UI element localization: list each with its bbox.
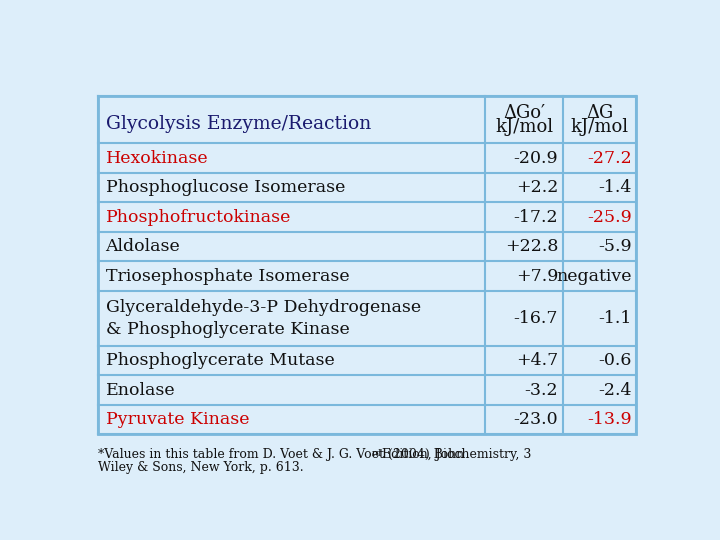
Text: *Values in this table from D. Voet & J. G. Voet (2004) Biochemistry, 3: *Values in this table from D. Voet & J. …: [98, 448, 531, 461]
Text: negative: negative: [557, 268, 631, 285]
Text: -1.4: -1.4: [598, 179, 631, 196]
Text: kJ/mol: kJ/mol: [570, 118, 629, 136]
Text: Phosphofructokinase: Phosphofructokinase: [106, 208, 291, 226]
Text: -2.4: -2.4: [598, 382, 631, 399]
Text: Pyruvate Kinase: Pyruvate Kinase: [106, 411, 249, 428]
Text: Edition, John: Edition, John: [378, 448, 464, 461]
Text: Triosephosphate Isomerase: Triosephosphate Isomerase: [106, 268, 349, 285]
Text: -5.9: -5.9: [598, 238, 631, 255]
Text: -16.7: -16.7: [513, 310, 558, 327]
Text: +2.2: +2.2: [516, 179, 558, 196]
Text: -27.2: -27.2: [587, 150, 631, 167]
Text: ΔGo′: ΔGo′: [503, 104, 545, 123]
Text: +4.7: +4.7: [516, 352, 558, 369]
Text: ΔG: ΔG: [586, 104, 613, 123]
Text: Wiley & Sons, New York, p. 613.: Wiley & Sons, New York, p. 613.: [98, 461, 303, 474]
Bar: [98, 96, 636, 434]
Text: Glycolysis Enzyme/Reaction: Glycolysis Enzyme/Reaction: [106, 115, 371, 133]
Text: Hexokinase: Hexokinase: [106, 150, 208, 167]
Text: Glyceraldehyde-3-P Dehydrogenase
& Phosphoglycerate Kinase: Glyceraldehyde-3-P Dehydrogenase & Phosp…: [106, 299, 420, 338]
Text: -13.9: -13.9: [587, 411, 631, 428]
Text: -25.9: -25.9: [587, 208, 631, 226]
Text: -0.6: -0.6: [598, 352, 631, 369]
Text: Phosphoglycerate Mutase: Phosphoglycerate Mutase: [106, 352, 334, 369]
Text: kJ/mol: kJ/mol: [495, 118, 553, 136]
Text: -3.2: -3.2: [524, 382, 558, 399]
Text: -23.0: -23.0: [513, 411, 558, 428]
Text: Enolase: Enolase: [106, 382, 175, 399]
Text: Phosphoglucose Isomerase: Phosphoglucose Isomerase: [106, 179, 345, 196]
Text: Aldolase: Aldolase: [106, 238, 180, 255]
Text: -17.2: -17.2: [513, 208, 558, 226]
Text: -20.9: -20.9: [513, 150, 558, 167]
Text: rd: rd: [372, 449, 382, 458]
Text: -1.1: -1.1: [598, 310, 631, 327]
Text: +7.9: +7.9: [516, 268, 558, 285]
Text: +22.8: +22.8: [505, 238, 558, 255]
